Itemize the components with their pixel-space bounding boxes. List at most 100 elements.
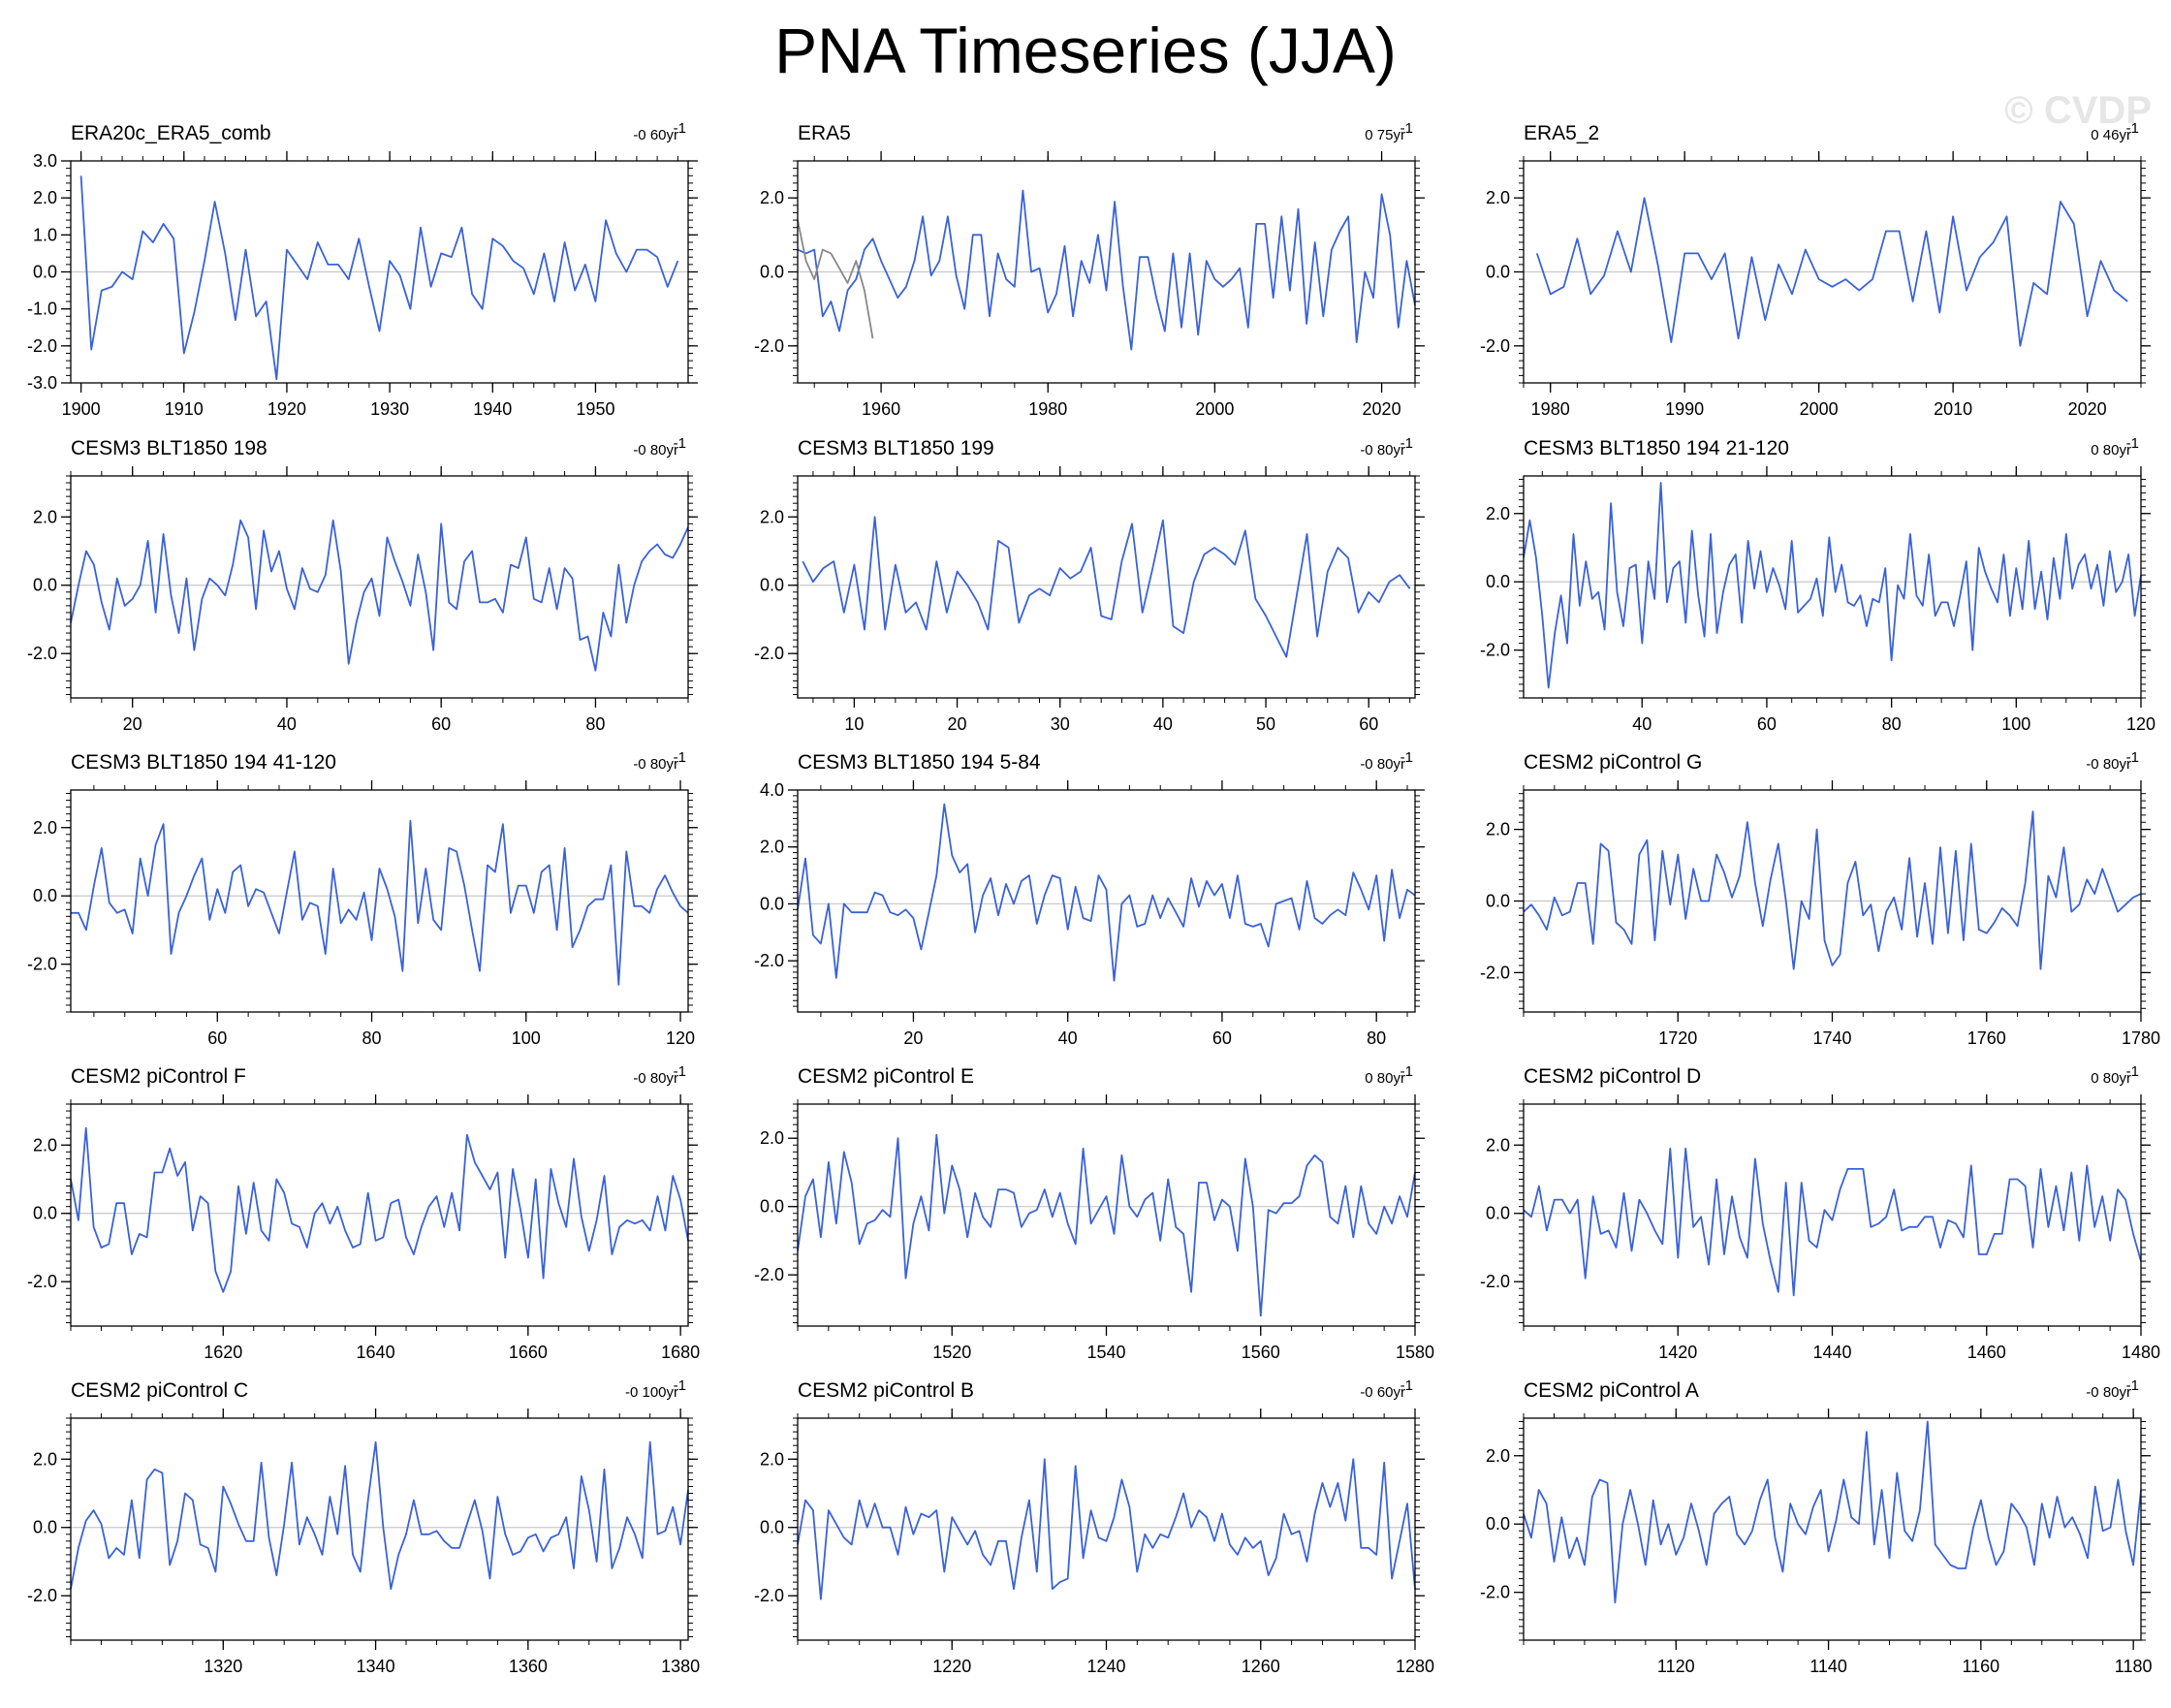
y-tick-label: 2.0 (33, 507, 57, 526)
y-tick-label: 2.0 (33, 1135, 57, 1154)
panel-4: CESM3 BLT1850 198 -0 80yr-1 -2.0 0.0 2.0 20 40… (27, 435, 698, 734)
plot-frame (70, 1103, 689, 1327)
y-tick-label: 2.0 (1486, 188, 1510, 207)
y-tick-label: 0.0 (33, 576, 57, 595)
x-tick-label: 1320 (204, 1657, 242, 1676)
trend-label: 0 80yr (2091, 442, 2131, 459)
trend-label: -0 80yr (2086, 1384, 2131, 1401)
y-tick-label: -2.0 (1480, 641, 1510, 660)
series-line (70, 1126, 689, 1293)
panel-title: CESM2 piControl E (798, 1065, 974, 1088)
x-tick-label: 1360 (509, 1657, 548, 1676)
series-line (1523, 482, 2142, 689)
y-tick-label: -2.0 (1480, 1272, 1510, 1291)
trend-exponent: -1 (2126, 120, 2139, 137)
y-tick-label: 0.0 (760, 1518, 784, 1537)
panel-15: CESM2 piControl A -0 80yr-1 -2.0 0.0 2.0 1120… (1480, 1377, 2153, 1676)
y-tick-label: 0.0 (33, 1518, 57, 1537)
y-tick-label: 2.0 (760, 188, 784, 207)
panel-13: CESM2 piControl C -0 100yr-1 -2.0 0.0 2.0 132… (27, 1377, 700, 1676)
x-tick-label: 1260 (1242, 1657, 1280, 1676)
x-tick-label: 1980 (1531, 399, 1570, 419)
x-tick-label: 1140 (1809, 1657, 1847, 1676)
panel-title: ERA20c_ERA5_comb (71, 122, 271, 144)
secondary-series-line (797, 219, 874, 339)
plot-frame (70, 789, 689, 1013)
trend-label: -0 100yr (625, 1384, 678, 1401)
x-tick-label: 1480 (2122, 1343, 2160, 1362)
plot-frame (1523, 1417, 2142, 1641)
panel-title: ERA5 (798, 122, 851, 144)
y-tick-label: 2.0 (760, 1449, 784, 1469)
trend-exponent: -1 (674, 435, 686, 452)
panel-2: ERA5 0 75yr-1 -2.0 0.0 2.0 1960 1980 2000 2020 (754, 120, 1425, 419)
plot-frame (797, 475, 1416, 699)
x-tick-label: 1540 (1086, 1343, 1125, 1362)
series-line (797, 803, 1416, 982)
y-tick-label: -2.0 (754, 1586, 784, 1605)
trend-exponent: -1 (2126, 435, 2139, 452)
x-tick-label: 40 (1058, 1028, 1078, 1048)
panel-title: CESM2 piControl B (798, 1379, 974, 1402)
x-tick-label: 1220 (932, 1657, 971, 1676)
series-line (1535, 197, 2128, 347)
series-line (70, 519, 689, 672)
y-tick-label: 2.0 (33, 188, 57, 207)
y-tick-label: 2.0 (33, 1449, 57, 1469)
trend-exponent: -1 (2126, 1377, 2139, 1394)
x-tick-label: 1760 (1967, 1028, 2006, 1048)
x-tick-label: 1240 (1086, 1657, 1125, 1676)
x-tick-label: 2000 (1195, 399, 1234, 419)
x-tick-label: 2010 (1934, 399, 1972, 419)
plot-frame (797, 789, 1416, 1013)
x-tick-label: 1440 (1812, 1343, 1851, 1362)
x-tick-label: 1520 (932, 1343, 971, 1362)
x-tick-label: 10 (844, 714, 864, 734)
x-tick-label: 1680 (661, 1343, 700, 1362)
y-tick-label: 3.0 (33, 151, 57, 171)
panel-9: CESM2 piControl G -0 80yr-1 -2.0 0.0 2.0 1720… (1480, 749, 2160, 1048)
trend-exponent: -1 (674, 1377, 686, 1394)
x-tick-label: 100 (512, 1028, 541, 1048)
x-tick-label: 1660 (509, 1343, 548, 1362)
y-tick-label: 0.0 (760, 576, 784, 595)
x-tick-label: 1580 (1396, 1343, 1434, 1362)
trend-exponent: -1 (1400, 435, 1413, 452)
x-tick-label: 1960 (862, 399, 900, 419)
y-tick-label: 2.0 (1486, 504, 1510, 523)
y-tick-label: 2.0 (760, 838, 784, 857)
panel-7: CESM3 BLT1850 194 41-120 -0 80yr-1 -2.0 0.0… (27, 749, 698, 1048)
panel-title: CESM3 BLT1850 199 (798, 437, 994, 459)
x-tick-label: 1180 (2115, 1657, 2153, 1676)
series-line (797, 189, 1416, 351)
y-tick-label: -1.0 (27, 300, 57, 319)
x-tick-label: 1560 (1242, 1343, 1280, 1362)
y-tick-label: -2.0 (754, 1265, 784, 1284)
panel-6: CESM3 BLT1850 194 21-120 0 80yr-1 -2.0 0.0 2… (1480, 435, 2155, 734)
x-tick-label: 40 (1632, 714, 1652, 734)
y-tick-label: -2.0 (27, 955, 57, 974)
panel-5: CESM3 BLT1850 199 -0 80yr-1 -2.0 0.0 2.0 10 20… (754, 435, 1425, 734)
x-tick-label: 1640 (357, 1343, 395, 1362)
y-tick-label: -2.0 (27, 644, 57, 663)
x-tick-label: 1910 (165, 399, 204, 419)
panel-title: CESM2 piControl F (71, 1065, 246, 1088)
y-tick-label: 0.0 (760, 263, 784, 282)
x-tick-label: 1280 (1396, 1657, 1434, 1676)
x-tick-label: 80 (585, 714, 605, 734)
x-tick-label: 1980 (1028, 399, 1067, 419)
x-tick-label: 1920 (267, 399, 306, 419)
panel-title: CESM2 piControl A (1524, 1379, 1699, 1402)
plot-frame (1523, 1103, 2142, 1327)
x-tick-label: 1620 (204, 1343, 242, 1362)
series-line (1523, 1420, 2142, 1604)
series-line (71, 819, 689, 986)
trend-exponent: -1 (2126, 1063, 2139, 1080)
series-line (797, 1133, 1416, 1317)
y-tick-label: -2.0 (27, 1272, 57, 1291)
x-tick-label: 1380 (661, 1657, 700, 1676)
y-tick-label: 2.0 (760, 507, 784, 526)
x-tick-label: 1990 (1665, 399, 1704, 419)
y-tick-label: 2.0 (1486, 1135, 1510, 1154)
